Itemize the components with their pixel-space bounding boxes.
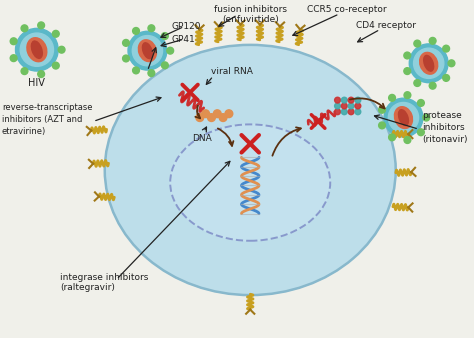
Text: fusion inhibitors
(enfuvirtide): fusion inhibitors (enfuvirtide) — [214, 5, 287, 24]
Circle shape — [133, 67, 139, 74]
Circle shape — [448, 60, 455, 67]
Circle shape — [162, 33, 168, 40]
Circle shape — [348, 103, 354, 109]
Ellipse shape — [394, 107, 412, 128]
Text: reverse-transcriptase
inhibitors (AZT and
etravirine): reverse-transcriptase inhibitors (AZT an… — [2, 103, 92, 136]
Circle shape — [384, 98, 423, 137]
Circle shape — [58, 46, 65, 53]
Circle shape — [443, 75, 449, 81]
Circle shape — [10, 55, 17, 62]
Circle shape — [38, 71, 45, 77]
Circle shape — [389, 94, 395, 101]
Circle shape — [418, 100, 424, 106]
Circle shape — [196, 114, 204, 121]
Circle shape — [355, 109, 361, 115]
Text: GP41: GP41 — [172, 34, 195, 44]
Circle shape — [335, 109, 340, 115]
Circle shape — [348, 109, 354, 115]
Circle shape — [341, 109, 347, 115]
Circle shape — [335, 97, 340, 103]
Circle shape — [21, 25, 28, 32]
Circle shape — [213, 110, 221, 118]
Text: GP120: GP120 — [172, 22, 201, 31]
Circle shape — [53, 62, 59, 69]
Circle shape — [409, 44, 448, 83]
Circle shape — [123, 40, 129, 46]
Ellipse shape — [170, 124, 330, 241]
Circle shape — [123, 55, 129, 62]
Text: HIV: HIV — [28, 78, 46, 88]
Ellipse shape — [419, 52, 438, 74]
Text: integrase inhibitors
(raltegravir): integrase inhibitors (raltegravir) — [60, 273, 148, 292]
Ellipse shape — [105, 45, 396, 295]
Circle shape — [132, 35, 163, 66]
Circle shape — [38, 22, 45, 29]
Circle shape — [162, 62, 168, 69]
Ellipse shape — [27, 38, 47, 62]
Circle shape — [413, 48, 444, 78]
Circle shape — [219, 114, 227, 121]
Circle shape — [429, 38, 436, 44]
Circle shape — [16, 28, 58, 71]
Text: protease
inhibitors
(ritonavir): protease inhibitors (ritonavir) — [422, 111, 467, 144]
Circle shape — [202, 110, 210, 118]
Circle shape — [418, 129, 424, 136]
Circle shape — [128, 31, 167, 70]
Ellipse shape — [31, 41, 42, 58]
Circle shape — [167, 47, 173, 54]
Circle shape — [148, 25, 155, 32]
Text: viral RNA: viral RNA — [211, 67, 253, 76]
Ellipse shape — [138, 40, 156, 62]
Circle shape — [341, 97, 347, 103]
Circle shape — [348, 97, 354, 103]
Ellipse shape — [399, 110, 409, 125]
Circle shape — [335, 103, 340, 109]
Circle shape — [423, 114, 429, 121]
Circle shape — [53, 30, 59, 37]
Ellipse shape — [143, 43, 153, 58]
Text: CD4 receptor: CD4 receptor — [356, 21, 416, 30]
Circle shape — [404, 92, 411, 99]
Circle shape — [341, 103, 347, 109]
Circle shape — [10, 38, 17, 45]
Circle shape — [388, 102, 419, 133]
Circle shape — [404, 52, 410, 59]
Circle shape — [148, 70, 155, 76]
Circle shape — [389, 134, 395, 141]
Circle shape — [379, 122, 385, 129]
Circle shape — [133, 27, 139, 34]
Text: CCR5 co-receptor: CCR5 co-receptor — [308, 5, 387, 14]
Circle shape — [404, 68, 410, 74]
Text: DNA: DNA — [192, 134, 211, 143]
Circle shape — [208, 114, 215, 121]
Circle shape — [355, 97, 361, 103]
Circle shape — [21, 68, 28, 74]
Circle shape — [414, 80, 421, 87]
Circle shape — [355, 103, 361, 109]
Circle shape — [20, 33, 54, 66]
Circle shape — [443, 45, 449, 52]
Circle shape — [225, 110, 233, 118]
Ellipse shape — [424, 55, 434, 71]
Circle shape — [414, 40, 421, 47]
Circle shape — [379, 106, 385, 113]
Circle shape — [404, 137, 411, 143]
Circle shape — [429, 82, 436, 89]
